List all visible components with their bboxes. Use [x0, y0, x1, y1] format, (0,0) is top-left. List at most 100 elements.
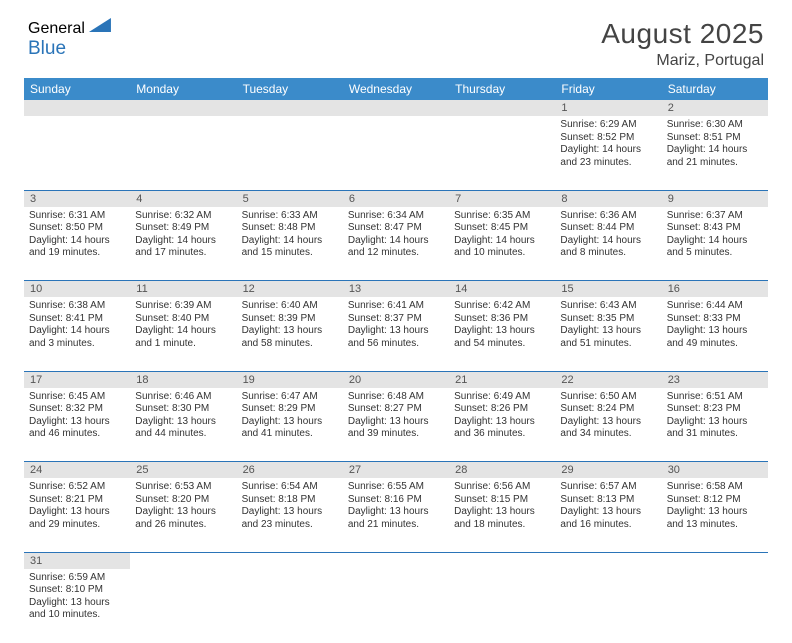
sunrise-text: Sunrise: 6:46 AM — [135, 391, 231, 404]
day-cell: Sunrise: 6:46 AMSunset: 8:30 PMDaylight:… — [130, 388, 236, 462]
day-number: 16 — [662, 281, 768, 298]
logo: General — [28, 18, 111, 40]
sunrise-text: Sunrise: 6:41 AM — [348, 300, 444, 313]
weekday-header: Saturday — [662, 78, 768, 100]
day-number: 22 — [555, 371, 661, 388]
day-cell: Sunrise: 6:38 AMSunset: 8:41 PMDaylight:… — [24, 297, 130, 371]
daylight-line1: Daylight: 13 hours — [135, 506, 231, 519]
day-cell: Sunrise: 6:35 AMSunset: 8:45 PMDaylight:… — [449, 207, 555, 281]
calendar-table: SundayMondayTuesdayWednesdayThursdayFrid… — [24, 78, 768, 643]
day-number — [449, 100, 555, 116]
daylight-line2: and 31 minutes. — [667, 428, 763, 441]
daylight-line2: and 36 minutes. — [454, 428, 550, 441]
logo-blue-wrap: Blue — [28, 38, 66, 60]
day-cell — [449, 569, 555, 643]
sunrise-text: Sunrise: 6:36 AM — [560, 210, 656, 223]
page-header: General August 2025 Mariz, Portugal — [0, 0, 792, 78]
day-cell: Sunrise: 6:41 AMSunset: 8:37 PMDaylight:… — [343, 297, 449, 371]
logo-flag-icon — [89, 18, 111, 32]
sunrise-text: Sunrise: 6:31 AM — [29, 210, 125, 223]
day-number: 5 — [237, 190, 343, 207]
day-number: 27 — [343, 462, 449, 479]
daylight-line2: and 18 minutes. — [454, 519, 550, 532]
day-cell: Sunrise: 6:36 AMSunset: 8:44 PMDaylight:… — [555, 207, 661, 281]
daylight-line1: Daylight: 13 hours — [454, 416, 550, 429]
sunset-text: Sunset: 8:16 PM — [348, 494, 444, 507]
sunset-text: Sunset: 8:18 PM — [242, 494, 338, 507]
day-number — [130, 552, 236, 569]
sunrise-text: Sunrise: 6:33 AM — [242, 210, 338, 223]
daylight-line1: Daylight: 13 hours — [242, 325, 338, 338]
day-number: 18 — [130, 371, 236, 388]
day-cell — [662, 569, 768, 643]
day-number: 11 — [130, 281, 236, 298]
sunrise-text: Sunrise: 6:52 AM — [29, 481, 125, 494]
day-cell — [237, 569, 343, 643]
sunrise-text: Sunrise: 6:53 AM — [135, 481, 231, 494]
daylight-line1: Daylight: 13 hours — [667, 416, 763, 429]
daylight-line1: Daylight: 14 hours — [560, 144, 656, 157]
day-number — [130, 100, 236, 116]
day-number — [237, 552, 343, 569]
detail-row: Sunrise: 6:45 AMSunset: 8:32 PMDaylight:… — [24, 388, 768, 462]
sunset-text: Sunset: 8:15 PM — [454, 494, 550, 507]
sunrise-text: Sunrise: 6:59 AM — [29, 572, 125, 585]
title-block: August 2025 Mariz, Portugal — [601, 18, 764, 70]
daylight-line2: and 21 minutes. — [667, 157, 763, 170]
daylight-line1: Daylight: 14 hours — [560, 235, 656, 248]
sunrise-text: Sunrise: 6:35 AM — [454, 210, 550, 223]
day-number: 7 — [449, 190, 555, 207]
sunset-text: Sunset: 8:37 PM — [348, 313, 444, 326]
daylight-line1: Daylight: 14 hours — [454, 235, 550, 248]
daylight-line2: and 56 minutes. — [348, 338, 444, 351]
day-cell: Sunrise: 6:47 AMSunset: 8:29 PMDaylight:… — [237, 388, 343, 462]
daylight-line2: and 5 minutes. — [667, 247, 763, 260]
day-cell: Sunrise: 6:49 AMSunset: 8:26 PMDaylight:… — [449, 388, 555, 462]
daynum-row: 3456789 — [24, 190, 768, 207]
daylight-line1: Daylight: 13 hours — [348, 506, 444, 519]
day-number: 9 — [662, 190, 768, 207]
weekday-header: Monday — [130, 78, 236, 100]
daylight-line1: Daylight: 13 hours — [560, 325, 656, 338]
daylight-line2: and 58 minutes. — [242, 338, 338, 351]
day-cell: Sunrise: 6:32 AMSunset: 8:49 PMDaylight:… — [130, 207, 236, 281]
daylight-line2: and 21 minutes. — [348, 519, 444, 532]
daylight-line1: Daylight: 13 hours — [242, 416, 338, 429]
sunset-text: Sunset: 8:23 PM — [667, 403, 763, 416]
daylight-line1: Daylight: 14 hours — [29, 325, 125, 338]
logo-text-blue: Blue — [28, 38, 66, 59]
daylight-line1: Daylight: 14 hours — [135, 235, 231, 248]
weekday-header: Friday — [555, 78, 661, 100]
daylight-line2: and 29 minutes. — [29, 519, 125, 532]
daylight-line1: Daylight: 14 hours — [29, 235, 125, 248]
day-cell: Sunrise: 6:34 AMSunset: 8:47 PMDaylight:… — [343, 207, 449, 281]
daylight-line2: and 10 minutes. — [454, 247, 550, 260]
day-cell: Sunrise: 6:57 AMSunset: 8:13 PMDaylight:… — [555, 478, 661, 552]
daylight-line2: and 44 minutes. — [135, 428, 231, 441]
day-number — [343, 100, 449, 116]
sunset-text: Sunset: 8:47 PM — [348, 222, 444, 235]
day-cell: Sunrise: 6:58 AMSunset: 8:12 PMDaylight:… — [662, 478, 768, 552]
sunset-text: Sunset: 8:32 PM — [29, 403, 125, 416]
day-cell: Sunrise: 6:51 AMSunset: 8:23 PMDaylight:… — [662, 388, 768, 462]
detail-row: Sunrise: 6:59 AMSunset: 8:10 PMDaylight:… — [24, 569, 768, 643]
day-number: 12 — [237, 281, 343, 298]
daylight-line2: and 16 minutes. — [560, 519, 656, 532]
sunset-text: Sunset: 8:21 PM — [29, 494, 125, 507]
daylight-line1: Daylight: 13 hours — [242, 506, 338, 519]
sunset-text: Sunset: 8:40 PM — [135, 313, 231, 326]
day-number: 23 — [662, 371, 768, 388]
day-number: 2 — [662, 100, 768, 116]
day-number: 30 — [662, 462, 768, 479]
day-cell — [24, 116, 130, 190]
day-cell: Sunrise: 6:31 AMSunset: 8:50 PMDaylight:… — [24, 207, 130, 281]
sunrise-text: Sunrise: 6:40 AM — [242, 300, 338, 313]
day-number: 10 — [24, 281, 130, 298]
daylight-line1: Daylight: 13 hours — [135, 416, 231, 429]
daylight-line2: and 1 minute. — [135, 338, 231, 351]
daylight-line2: and 41 minutes. — [242, 428, 338, 441]
sunset-text: Sunset: 8:39 PM — [242, 313, 338, 326]
daylight-line2: and 54 minutes. — [454, 338, 550, 351]
day-cell: Sunrise: 6:48 AMSunset: 8:27 PMDaylight:… — [343, 388, 449, 462]
day-cell: Sunrise: 6:39 AMSunset: 8:40 PMDaylight:… — [130, 297, 236, 371]
